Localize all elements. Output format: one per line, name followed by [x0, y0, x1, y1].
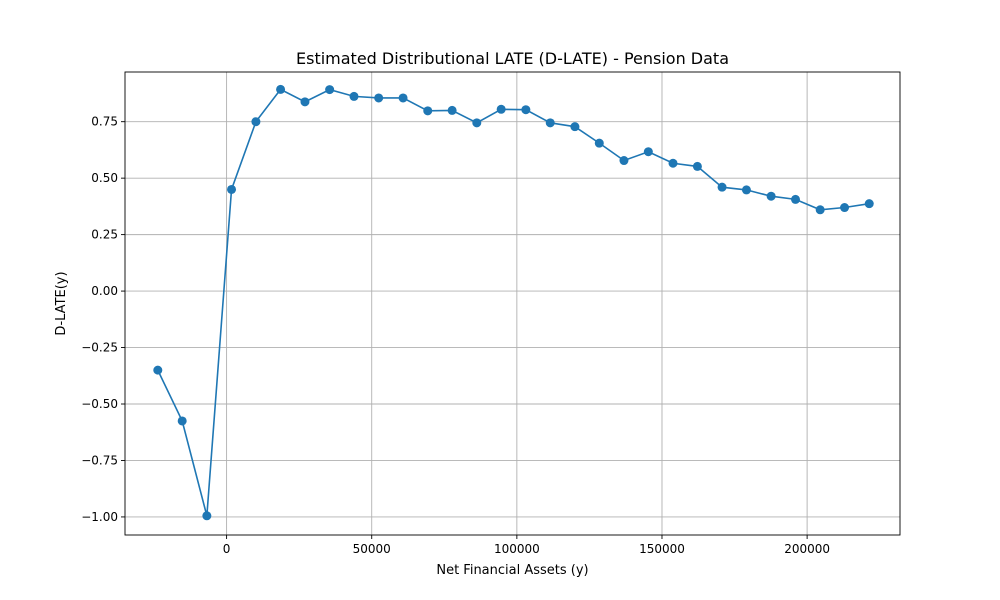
data-point	[496, 104, 506, 114]
y-tick-label: −0.75	[81, 453, 118, 467]
x-tick-label: 200000	[784, 542, 830, 556]
x-tick-label: 150000	[639, 542, 685, 556]
data-point	[276, 84, 286, 94]
data-point	[766, 191, 776, 201]
data-point	[619, 156, 629, 166]
data-point	[227, 184, 237, 194]
data-point	[864, 199, 874, 209]
data-point	[521, 105, 531, 115]
y-tick-label: 0.75	[91, 115, 118, 129]
data-point	[177, 416, 187, 426]
data-point	[300, 97, 310, 107]
data-point	[398, 93, 408, 103]
data-point	[349, 91, 359, 101]
data-point	[643, 147, 653, 157]
data-point	[251, 117, 261, 127]
data-point	[202, 511, 212, 521]
data-point	[570, 122, 580, 132]
y-tick-label: 0.00	[91, 284, 118, 298]
data-point	[815, 205, 825, 215]
data-point	[472, 118, 482, 128]
data-point	[545, 118, 555, 128]
data-point	[741, 185, 751, 195]
data-point	[791, 194, 801, 204]
axis-ticks: 0 50000 100000 150000 200000 −1.00 −0.75 −0.50 −…	[81, 115, 830, 556]
data-point	[374, 93, 384, 103]
data-point	[594, 138, 604, 148]
x-tick-label: 50000	[353, 542, 391, 556]
y-axis-label: D-LATE(y)	[54, 271, 69, 335]
grid-lines	[125, 72, 900, 535]
y-tick-label: −1.00	[81, 510, 118, 524]
chart-title: Estimated Distributional LATE (D-LATE) -…	[296, 49, 729, 68]
series-line	[157, 88, 870, 517]
data-point	[717, 182, 727, 192]
x-axis-label: Net Financial Assets (y)	[436, 563, 588, 578]
y-tick-label: −0.50	[81, 397, 118, 411]
y-tick-label: −0.25	[81, 341, 118, 355]
data-point	[325, 85, 335, 95]
y-tick-label: 0.50	[91, 171, 118, 185]
data-point	[840, 203, 850, 213]
plot-area	[153, 84, 874, 521]
data-point	[668, 158, 678, 168]
data-point	[423, 106, 433, 116]
x-tick-label: 100000	[494, 542, 540, 556]
data-point	[692, 161, 702, 171]
data-point	[153, 365, 163, 375]
axes-frame	[124, 71, 901, 536]
y-tick-label: 0.25	[91, 228, 118, 242]
data-point	[447, 105, 457, 115]
x-tick-label: 0	[223, 542, 231, 556]
